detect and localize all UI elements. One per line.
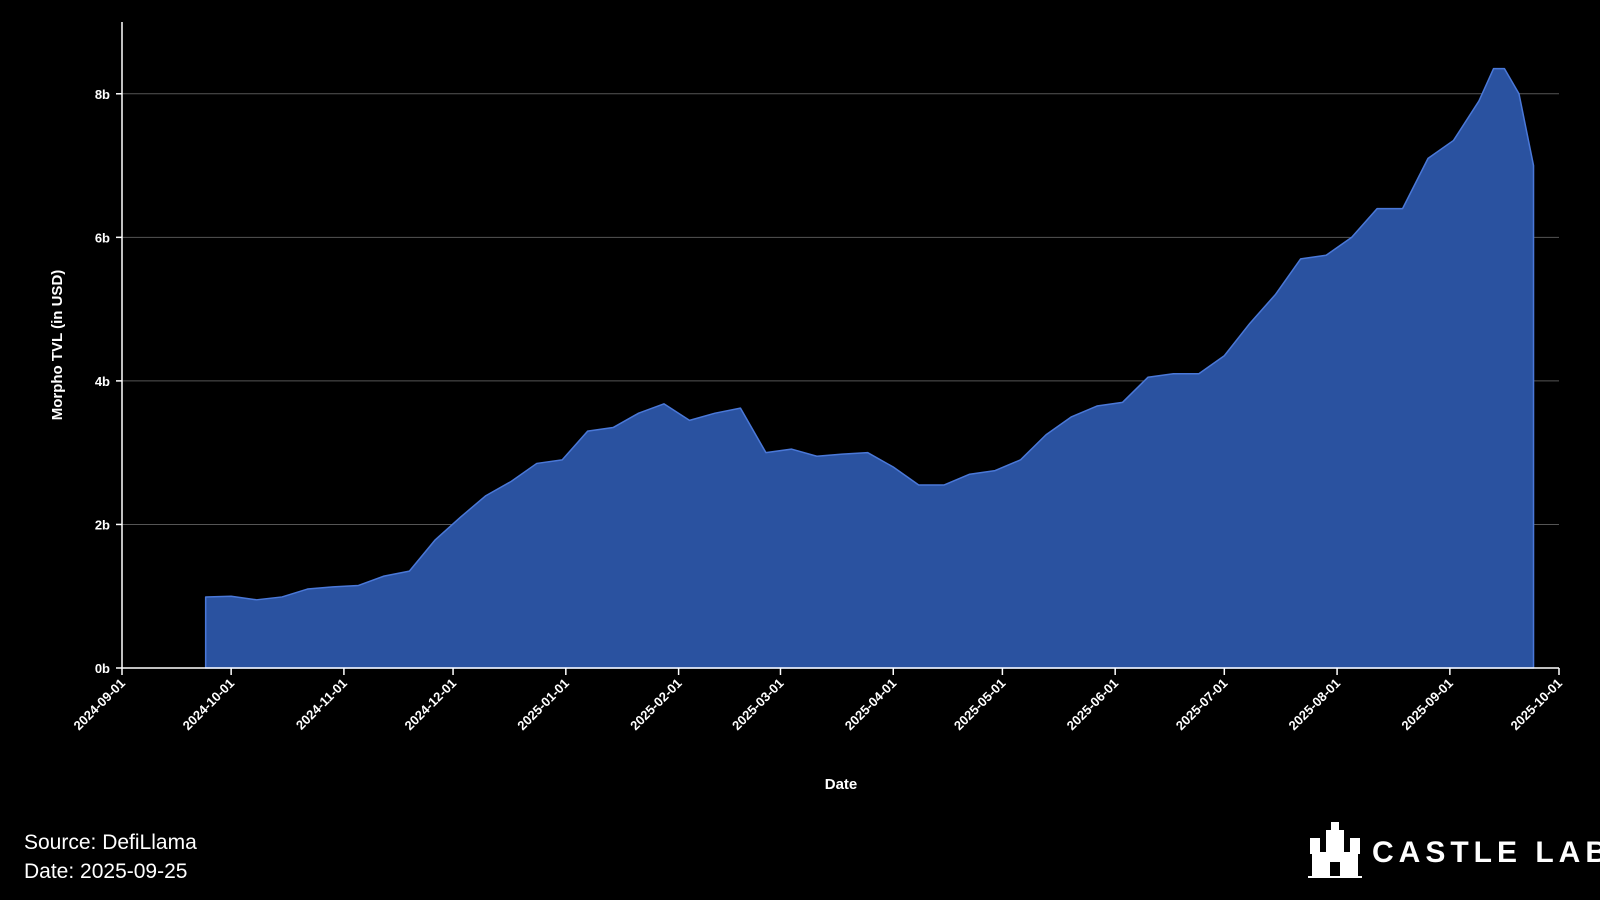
x-tick-label: 2025-04-01 [842, 676, 900, 734]
y-tick-label: 6b [95, 230, 110, 245]
x-tick-label: 2025-07-01 [1173, 676, 1231, 734]
date-note: Date: 2025-09-25 [24, 860, 187, 883]
y-tick-label: 4b [95, 374, 110, 389]
source-note: Source: DefiLlama [24, 831, 197, 854]
x-tick-label: 2025-10-01 [1507, 676, 1565, 734]
y-tick-label: 2b [95, 517, 110, 532]
x-tick-label: 2025-01-01 [514, 676, 572, 734]
x-tick-label: 2025-09-01 [1398, 676, 1456, 734]
y-tick-label: 8b [95, 87, 110, 102]
brand-name: CASTLE LABS [1372, 836, 1600, 869]
x-tick-label: 2024-12-01 [402, 676, 460, 734]
area [204, 67, 1535, 669]
y-axis-title: Morpho TVL (in USD) [49, 270, 66, 421]
castle-logo [1308, 822, 1362, 878]
x-tick-label: 2025-06-01 [1064, 676, 1122, 734]
x-tick-label: 2024-10-01 [180, 676, 238, 734]
x-tick-label: 2025-03-01 [729, 676, 787, 734]
x-tick-label: 2025-05-01 [951, 676, 1009, 734]
x-tick-label: 2024-09-01 [70, 676, 128, 734]
x-axis-title: Date [825, 776, 858, 793]
x-tick-label: 2025-08-01 [1286, 676, 1344, 734]
y-tick-label: 0b [95, 661, 110, 676]
x-tick-label: 2024-11-01 [293, 676, 350, 733]
x-tick-label: 2025-02-01 [627, 676, 685, 734]
